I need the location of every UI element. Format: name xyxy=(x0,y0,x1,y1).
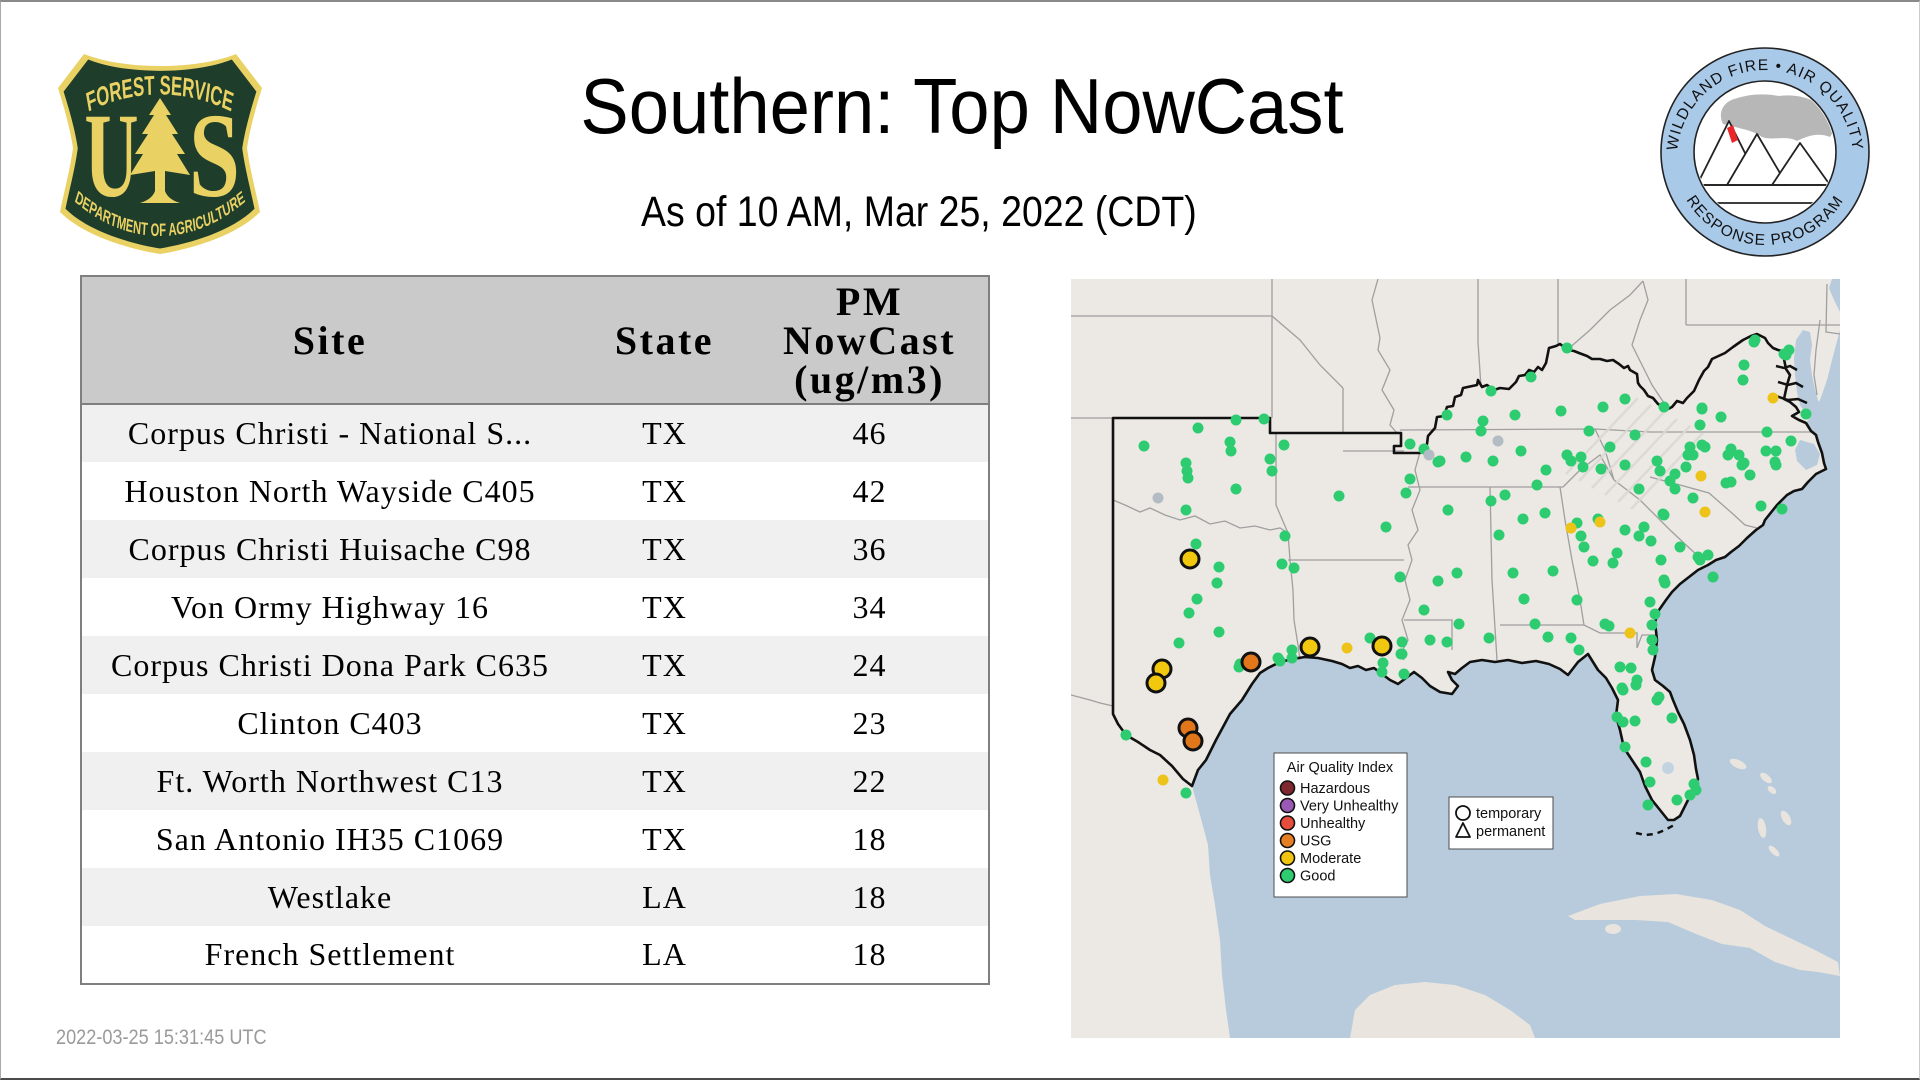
svg-text:U: U xyxy=(84,88,138,223)
svg-text:Hazardous: Hazardous xyxy=(1300,781,1370,797)
svg-text:Air Quality Index: Air Quality Index xyxy=(1287,760,1394,776)
svg-text:temporary: temporary xyxy=(1476,806,1542,822)
svg-text:S: S xyxy=(189,89,240,223)
svg-text:Very Unhealthy: Very Unhealthy xyxy=(1300,799,1399,815)
svg-text:Moderate: Moderate xyxy=(1300,851,1361,867)
svg-text:permanent: permanent xyxy=(1476,824,1545,840)
svg-text:Good: Good xyxy=(1300,869,1335,885)
svg-text:USG: USG xyxy=(1300,834,1331,850)
svg-text:Unhealthy: Unhealthy xyxy=(1300,816,1366,832)
